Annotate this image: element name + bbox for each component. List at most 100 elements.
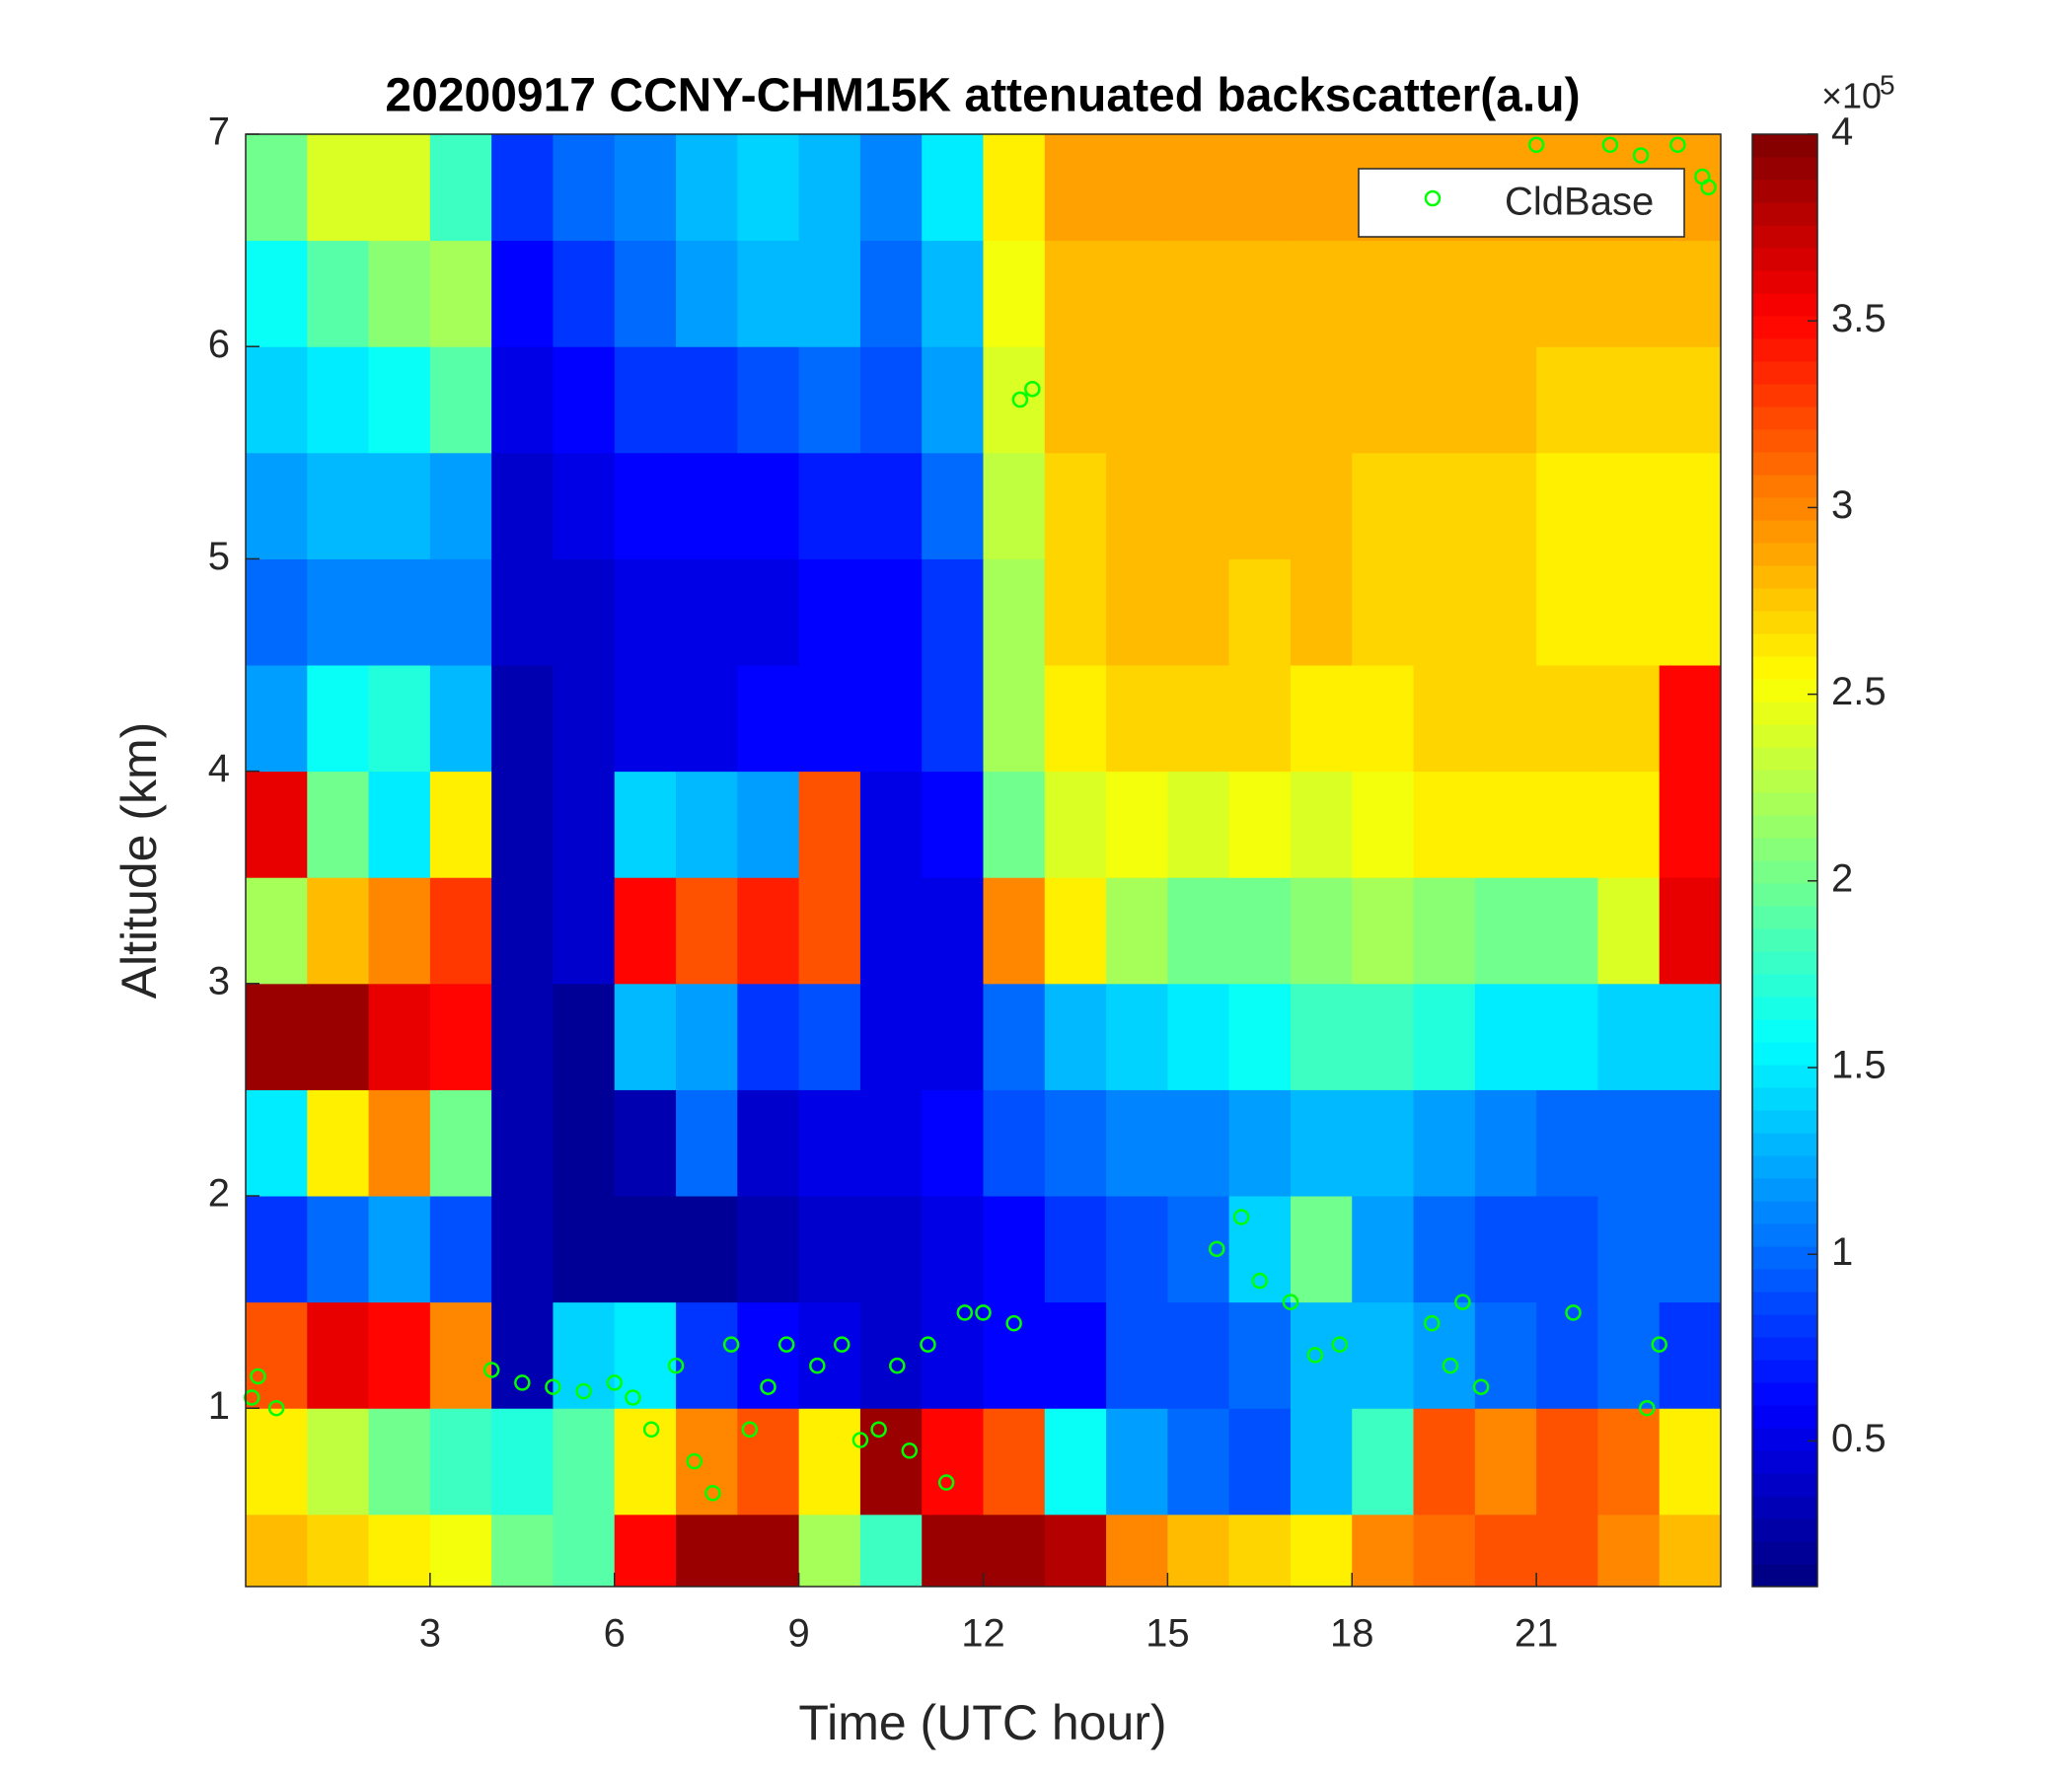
cloud-base-point bbox=[1472, 1378, 1490, 1395]
heat-cell bbox=[676, 1514, 738, 1588]
heat-cell bbox=[1290, 452, 1353, 559]
colorbar-tick-label: 1 bbox=[1831, 1230, 1853, 1274]
heat-cell bbox=[1659, 877, 1722, 985]
heat-cell bbox=[1290, 1089, 1353, 1197]
heat-cell bbox=[368, 1514, 431, 1588]
cloud-base-point bbox=[870, 1421, 887, 1438]
heat-cell bbox=[1352, 665, 1415, 773]
heat-cell bbox=[1167, 134, 1230, 242]
heat-cell bbox=[983, 771, 1046, 878]
cloud-base-point bbox=[1669, 136, 1686, 154]
heat-cell bbox=[1106, 665, 1168, 773]
heat-cell bbox=[1413, 1196, 1476, 1303]
heat-cell bbox=[491, 1514, 554, 1588]
heat-cell bbox=[553, 240, 616, 347]
heat-cell bbox=[676, 983, 738, 1090]
heat-cell bbox=[1659, 346, 1722, 454]
heat-cell bbox=[1290, 983, 1353, 1090]
scatter-layer bbox=[243, 136, 1717, 1502]
cloud-base-point bbox=[833, 1336, 851, 1353]
heat-cell bbox=[1044, 1196, 1107, 1303]
colorbar-tick-label: 1.5 bbox=[1831, 1044, 1887, 1087]
heat-cell bbox=[1413, 346, 1476, 454]
heat-cell bbox=[859, 1301, 923, 1409]
heat-cell bbox=[676, 665, 738, 773]
heat-cell bbox=[1228, 1196, 1292, 1303]
y-axis-label: Altitude (km) bbox=[111, 722, 167, 999]
heat-cell bbox=[983, 1089, 1046, 1197]
heat-cell bbox=[1413, 665, 1476, 773]
heat-cell bbox=[1413, 1408, 1476, 1516]
heat-cell bbox=[368, 558, 431, 666]
heat-cell bbox=[798, 1196, 861, 1303]
heat-cell bbox=[246, 1196, 308, 1303]
heat-cell bbox=[1474, 877, 1537, 985]
heat-cell bbox=[429, 346, 492, 454]
heat-cell bbox=[1352, 1301, 1415, 1409]
heat-cell bbox=[246, 1408, 308, 1516]
cloud-base-point bbox=[1331, 1336, 1349, 1353]
heat-cell bbox=[1290, 877, 1353, 985]
heat-cell bbox=[1659, 1196, 1722, 1303]
heat-cell bbox=[1228, 346, 1292, 454]
heat-cell bbox=[429, 240, 492, 347]
heat-cell bbox=[553, 1301, 616, 1409]
heat-cell bbox=[922, 1196, 984, 1303]
heat-cell bbox=[737, 1196, 800, 1303]
cloud-base-point bbox=[642, 1421, 660, 1438]
heat-cell bbox=[1536, 983, 1598, 1090]
heat-cell bbox=[737, 240, 800, 347]
heat-cell bbox=[798, 771, 861, 878]
heat-cell bbox=[246, 240, 308, 347]
heat-cell bbox=[1659, 452, 1722, 559]
heat-cell bbox=[553, 1196, 616, 1303]
heat-cell bbox=[429, 877, 492, 985]
colorbar-tick-label: 2 bbox=[1831, 856, 1853, 900]
heat-cell bbox=[368, 771, 431, 878]
heat-cell bbox=[1167, 1514, 1230, 1588]
heat-cell bbox=[614, 1301, 677, 1409]
heat-cell bbox=[1228, 1408, 1292, 1516]
colorbar-step bbox=[1752, 1518, 1817, 1542]
heat-cell bbox=[676, 134, 738, 242]
heat-cell bbox=[1659, 983, 1722, 1090]
colorbar-step bbox=[1752, 157, 1817, 181]
heat-cell bbox=[368, 1301, 431, 1409]
cloud-base-point bbox=[482, 1362, 500, 1378]
heat-cell bbox=[1167, 771, 1230, 878]
colorbar-step bbox=[1752, 1110, 1817, 1134]
heat-cell bbox=[1474, 771, 1537, 878]
heat-cell bbox=[922, 877, 984, 985]
heat-cell bbox=[1167, 877, 1230, 985]
heat-cell bbox=[1536, 665, 1598, 773]
cloud-base-point bbox=[1282, 1294, 1299, 1310]
heat-cell bbox=[798, 346, 861, 454]
heat-cell bbox=[1597, 240, 1661, 347]
heat-cell bbox=[1536, 1301, 1598, 1409]
heat-cell bbox=[1536, 1514, 1598, 1588]
colorbar-step bbox=[1752, 452, 1817, 476]
cloud-base-point bbox=[937, 1474, 955, 1491]
legend-marker bbox=[1424, 189, 1442, 207]
heat-cell bbox=[983, 1408, 1046, 1516]
colorbar-step bbox=[1752, 1019, 1817, 1043]
heat-cell bbox=[676, 452, 738, 559]
heat-cell bbox=[614, 1514, 677, 1588]
colorbar-step bbox=[1752, 565, 1817, 589]
heat-cell bbox=[553, 665, 616, 773]
heat-cell bbox=[1536, 1196, 1598, 1303]
heat-cell bbox=[1228, 983, 1292, 1090]
heat-cell bbox=[1597, 771, 1661, 878]
heat-cell bbox=[1106, 558, 1168, 666]
heat-cell bbox=[983, 240, 1046, 347]
heat-cell bbox=[798, 558, 861, 666]
colorbar-step bbox=[1752, 270, 1817, 294]
heat-cell bbox=[1290, 134, 1353, 242]
heat-cell bbox=[1474, 1408, 1537, 1516]
heat-cell bbox=[1228, 877, 1292, 985]
heat-cell bbox=[922, 240, 984, 347]
heat-cell bbox=[1106, 877, 1168, 985]
heat-cell bbox=[368, 877, 431, 985]
heat-cell bbox=[1106, 134, 1168, 242]
